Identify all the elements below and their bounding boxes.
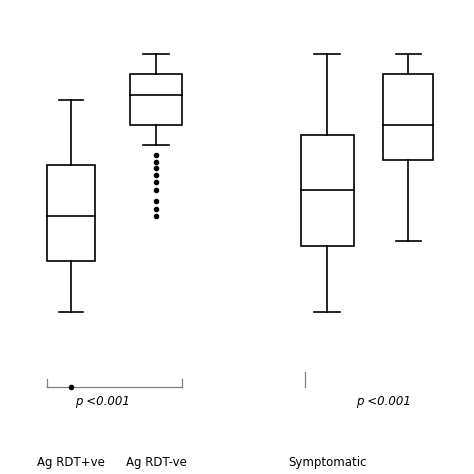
Text: p <0.001: p <0.001 [75, 395, 129, 408]
Bar [130, 74, 182, 125]
Text: p <0.001: p <0.001 [356, 395, 410, 408]
Bar [47, 165, 95, 261]
Bar [301, 135, 354, 246]
Bar [383, 74, 433, 160]
